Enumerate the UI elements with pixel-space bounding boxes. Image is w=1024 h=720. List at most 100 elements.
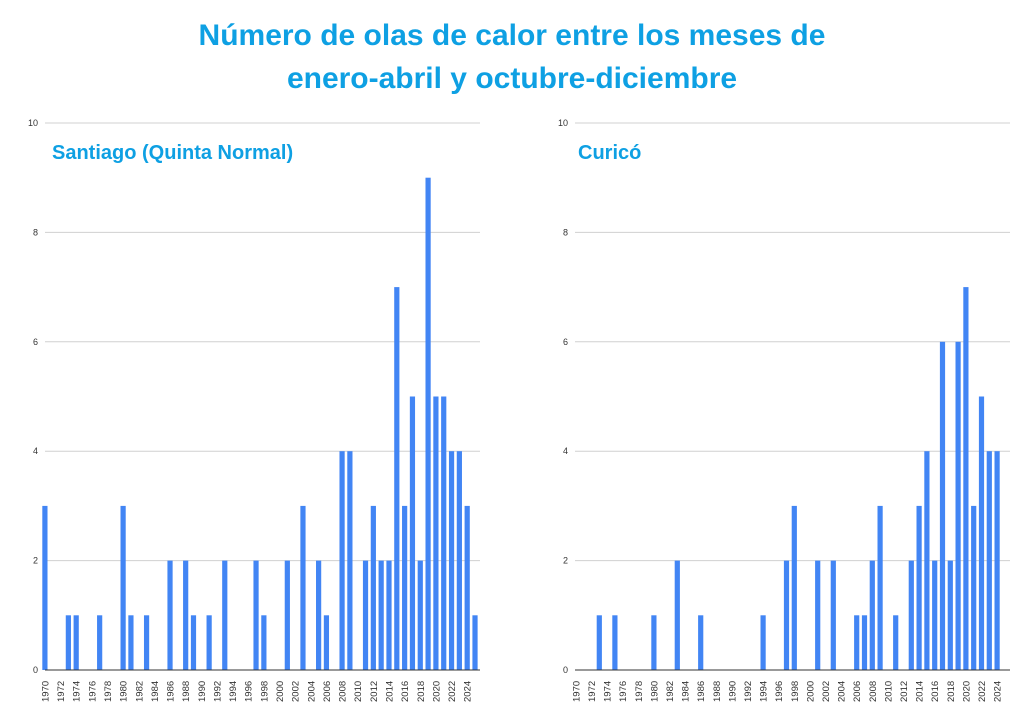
bar-2022 [978, 396, 985, 670]
x-tick-label: 1994 [228, 681, 239, 702]
x-tick-label: 2022 [977, 681, 988, 702]
bar-2021 [441, 396, 447, 670]
bar-1983 [143, 615, 150, 670]
bar-2015 [924, 451, 930, 670]
bar-2016 [402, 505, 408, 670]
bar-1973 [65, 615, 71, 670]
bar-2013 [908, 560, 914, 670]
bar-2023 [986, 451, 992, 670]
bar-2011 [362, 560, 369, 670]
x-tick-label: 2010 [883, 681, 894, 702]
y-tick-label: 2 [33, 556, 38, 566]
x-tick-label: 1998 [790, 681, 801, 702]
bar-1980 [120, 505, 126, 670]
chart-subtitle-santiago: Santiago (Quinta Normal) [52, 142, 294, 164]
x-tick-label: 2008 [338, 681, 349, 702]
x-tick-label: 2018 [946, 681, 957, 702]
x-tick-label: 1972 [587, 681, 598, 702]
bar-2024 [994, 451, 1000, 670]
bar-2001 [815, 560, 821, 670]
x-tick-label: 2006 [322, 681, 333, 702]
x-tick-label: 2002 [821, 681, 832, 702]
x-tick-label: 1990 [197, 681, 208, 702]
bar-2025 [472, 615, 478, 670]
x-tick-label: 1986 [696, 681, 707, 702]
bar-2008 [869, 560, 875, 670]
x-tick-label: 1978 [634, 681, 645, 702]
bar-2003 [830, 560, 836, 670]
y-tick-label: 4 [33, 446, 38, 456]
x-tick-label: 1970 [571, 681, 582, 702]
bar-2017 [409, 396, 416, 670]
bar-1973 [596, 615, 602, 670]
bar-2015 [394, 287, 400, 670]
bar-2017 [939, 341, 946, 670]
bar-2007 [861, 615, 868, 670]
x-tick-label: 2014 [915, 681, 926, 702]
x-tick-label: 2016 [930, 681, 941, 702]
x-tick-label: 1980 [649, 681, 660, 702]
x-tick-label: 2016 [400, 681, 411, 702]
bar-1997 [783, 560, 790, 670]
bar-2021 [971, 505, 977, 670]
bar-1986 [167, 560, 173, 670]
bar-1988 [183, 560, 189, 670]
x-tick-label: 2010 [353, 681, 364, 702]
bar-2023 [456, 451, 462, 670]
x-tick-label: 2020 [431, 681, 442, 702]
bar-1991 [206, 615, 212, 670]
bar-1975 [612, 615, 618, 670]
bar-1983 [674, 560, 680, 670]
x-tick-label: 1996 [244, 681, 255, 702]
x-tick-label: 2002 [291, 681, 302, 702]
bar-1989 [190, 615, 197, 670]
bar-2019 [425, 177, 431, 670]
bar-2009 [877, 505, 883, 670]
x-tick-label: 1990 [727, 681, 738, 702]
bar-2024 [464, 505, 470, 670]
y-tick-label: 4 [563, 446, 568, 456]
x-tick-label: 1994 [759, 681, 770, 702]
y-tick-label: 6 [33, 337, 38, 347]
bar-1994 [760, 615, 766, 670]
bar-1993 [222, 560, 228, 670]
bar-1977 [97, 615, 103, 670]
x-tick-label: 1980 [119, 681, 130, 702]
bar-2012 [370, 505, 376, 670]
x-tick-label: 1988 [712, 681, 723, 702]
x-tick-label: 2004 [306, 681, 317, 702]
x-tick-label: 1998 [259, 681, 270, 702]
title-line-2: enero-abril y octubre-diciembre [286, 62, 738, 95]
bar-2013 [378, 560, 384, 670]
bar-2001 [284, 560, 290, 670]
x-tick-label: 1974 [72, 681, 83, 702]
bar-2008 [339, 451, 345, 670]
x-tick-label: 1976 [87, 681, 98, 702]
x-tick-label: 2014 [384, 681, 395, 702]
x-tick-label: 1982 [134, 681, 145, 702]
x-tick-label: 2018 [416, 681, 427, 702]
x-tick-label: 1974 [603, 681, 614, 702]
bar-2018 [947, 560, 953, 670]
y-tick-label: 0 [563, 665, 568, 675]
x-tick-label: 2020 [961, 681, 972, 702]
bar-2006 [323, 615, 330, 670]
x-tick-label: 2024 [463, 681, 474, 702]
title-line-1: Número de olas de calor entre los meses … [198, 19, 826, 52]
bar-2006 [854, 615, 860, 670]
x-tick-label: 2012 [369, 681, 380, 702]
x-tick-label: 1982 [665, 681, 676, 702]
y-tick-label: 10 [558, 118, 568, 128]
bar-2011 [893, 615, 899, 670]
x-tick-label: 2008 [868, 681, 879, 702]
chart-subtitle-curico: Curicó [578, 142, 642, 164]
bar-2003 [300, 505, 306, 670]
bar-2019 [955, 341, 961, 670]
bar-2016 [932, 560, 938, 670]
x-tick-label: 2022 [447, 681, 458, 702]
bar-2020 [433, 396, 439, 670]
bar-1998 [791, 505, 797, 670]
y-tick-label: 10 [28, 118, 38, 128]
bar-2005 [316, 560, 322, 670]
